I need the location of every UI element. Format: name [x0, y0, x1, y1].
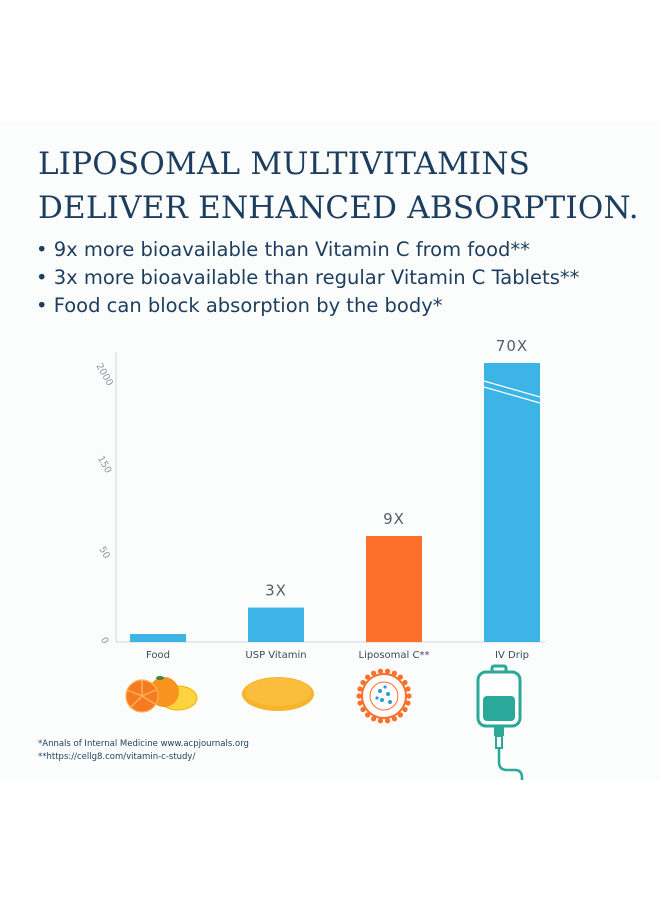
- x-category-label: Food: [146, 650, 170, 661]
- data-label: 9X: [383, 510, 405, 528]
- y-tick-label: 150: [95, 454, 114, 475]
- bar-iv-drip: [484, 363, 540, 642]
- lipid-head-dot: [397, 712, 403, 718]
- bar-liposomal-c: [366, 536, 422, 642]
- orange-lemon-icon: [125, 676, 198, 713]
- y-tick-label: 0: [98, 635, 111, 646]
- lipid-head-dot: [357, 686, 363, 692]
- lipid-head-dot: [384, 668, 391, 674]
- lipid-head-dot: [405, 700, 411, 706]
- lipid-head-dot: [391, 716, 397, 722]
- lipid-head-dot: [405, 686, 411, 692]
- data-label: 3X: [265, 582, 287, 600]
- headline-line-1: LIPOSOMAL MULTIVITAMINS: [38, 146, 531, 182]
- footnote-1: *Annals of Internal Medicine www.acpjour…: [38, 739, 249, 749]
- lipid-head-dot: [371, 670, 377, 676]
- benefit-item-2: 3x more bioavailable than regular Vitami…: [36, 264, 580, 292]
- lipid-head-dot: [365, 674, 371, 680]
- headline: LIPOSOMAL MULTIVITAMINS DELIVER ENHANCED…: [38, 142, 648, 230]
- liposome-icon: [356, 668, 412, 724]
- lipid-head-dot: [357, 700, 363, 706]
- lipid-head-dot: [402, 706, 408, 713]
- lipid-head-dot: [402, 679, 408, 686]
- iv-bag-icon: [476, 664, 524, 780]
- lipid-head-dot: [384, 718, 391, 724]
- y-tick-label: 2000: [93, 362, 115, 388]
- lipid-head-dot: [406, 693, 412, 699]
- lipid-head-dot: [377, 718, 384, 724]
- content-panel: [0, 121, 660, 779]
- bioavailability-bar-chart: 0 50 150 2000 Food 3X USP Vitamin 9X Liposomal …: [93, 337, 545, 780]
- footnote-2: **https://cellg8.com/vitamin-c-study/: [38, 752, 196, 762]
- lipid-head-dot: [356, 693, 362, 699]
- footnotes: *Annals of Internal Medicine www.acpjour…: [38, 738, 249, 764]
- lipid-head-dot: [391, 670, 397, 676]
- lipid-head-dot: [371, 716, 377, 722]
- headline-line-2: DELIVER ENHANCED ABSORPTION.: [38, 190, 639, 226]
- axis-break-line: [483, 380, 541, 398]
- lipid-head-dot: [360, 706, 366, 713]
- lipid-head-dot: [397, 674, 403, 680]
- y-tick-label: 50: [96, 545, 112, 561]
- x-category-label: IV Drip: [495, 650, 529, 661]
- data-label: 70X: [496, 337, 528, 355]
- benefit-list: 9x more bioavailable than Vitamin C from…: [36, 236, 580, 320]
- benefit-item-1: 9x more bioavailable than Vitamin C from…: [36, 236, 579, 264]
- tablet-icon: [242, 677, 314, 711]
- lipid-head-dot: [377, 668, 384, 674]
- axis-break-line: [483, 386, 541, 404]
- x-category-label: Liposomal C**: [359, 650, 430, 661]
- lipid-head-dot: [360, 679, 366, 686]
- x-category-label: USP Vitamin: [245, 650, 306, 661]
- bar-usp-vitamin: [248, 607, 304, 642]
- benefit-item-3: Food can block absorption by the body*: [36, 292, 579, 320]
- lipid-head-dot: [365, 712, 371, 718]
- bar-food: [130, 634, 186, 642]
